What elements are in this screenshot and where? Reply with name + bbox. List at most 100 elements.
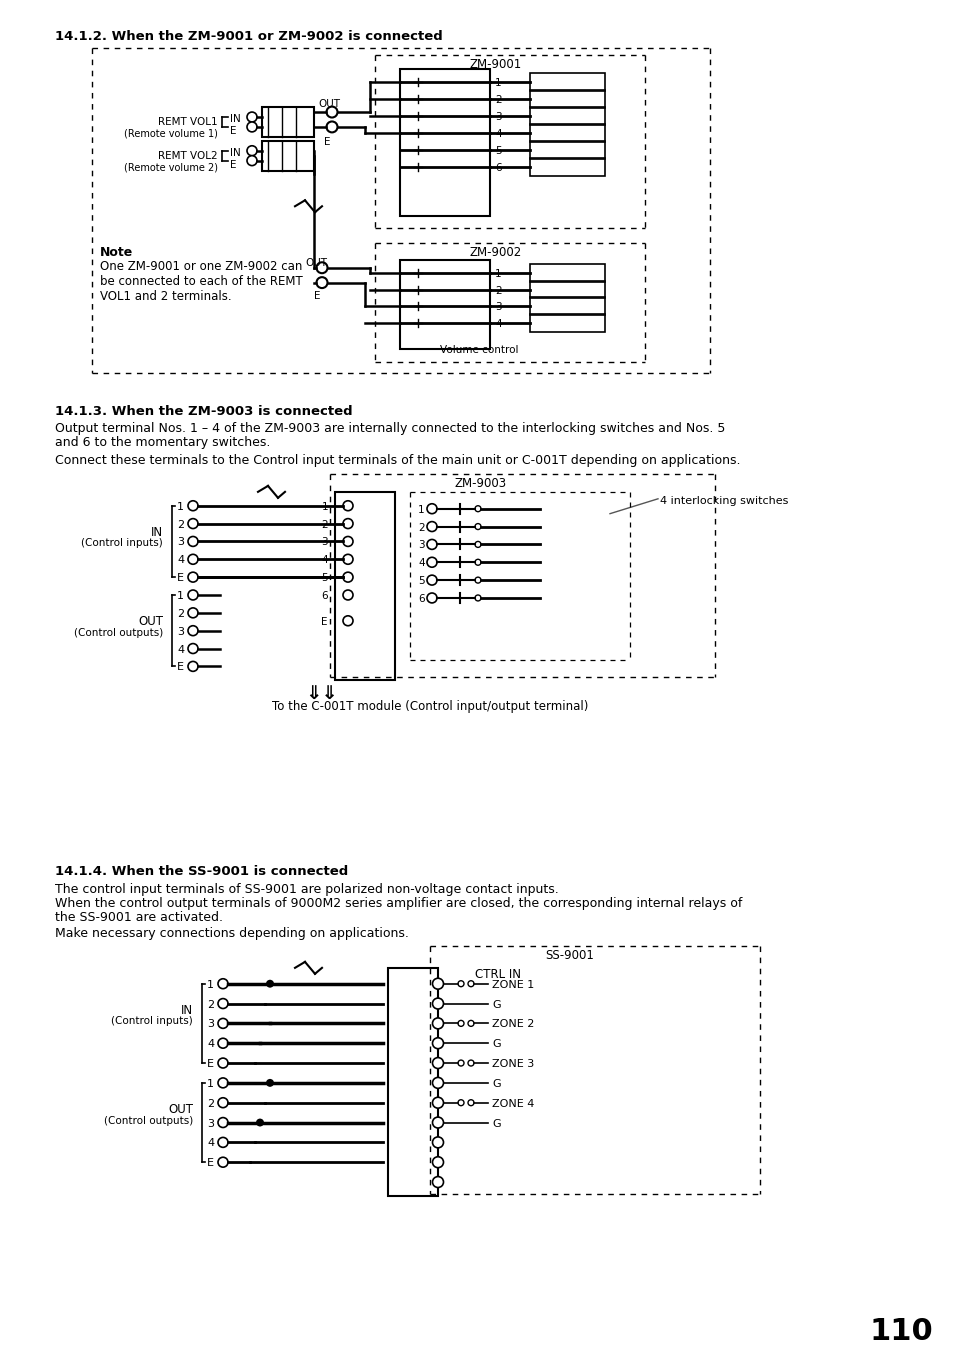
Text: 1: 1 — [207, 979, 213, 990]
Bar — [399, 259, 490, 349]
Circle shape — [218, 1058, 228, 1069]
Text: 2: 2 — [495, 285, 501, 296]
Bar — [388, 967, 437, 1196]
Circle shape — [266, 979, 274, 988]
Text: ZONE 1: ZONE 1 — [492, 979, 534, 990]
Circle shape — [218, 1039, 228, 1048]
Circle shape — [468, 1020, 474, 1027]
Circle shape — [247, 122, 256, 132]
Text: E: E — [207, 1059, 213, 1069]
Text: IN: IN — [230, 113, 240, 124]
Text: OUT: OUT — [305, 258, 327, 267]
Text: IN: IN — [151, 526, 163, 539]
Circle shape — [457, 981, 463, 986]
Circle shape — [218, 1158, 228, 1167]
Circle shape — [432, 1156, 443, 1167]
Circle shape — [468, 981, 474, 986]
Bar — [530, 107, 604, 124]
Text: (Control outputs): (Control outputs) — [73, 628, 163, 638]
Text: IN: IN — [181, 1004, 193, 1016]
Text: G: G — [492, 1119, 500, 1128]
Circle shape — [255, 1119, 264, 1127]
Text: 5: 5 — [417, 576, 424, 586]
Circle shape — [218, 1117, 228, 1128]
Text: 6: 6 — [495, 162, 501, 173]
Circle shape — [247, 112, 256, 122]
Text: G: G — [492, 1079, 500, 1089]
Circle shape — [218, 1138, 228, 1147]
Text: 2: 2 — [321, 520, 328, 530]
Bar — [530, 158, 604, 176]
Text: E: E — [324, 136, 330, 147]
Circle shape — [188, 501, 198, 511]
Text: 2: 2 — [207, 1000, 213, 1009]
Circle shape — [475, 577, 480, 584]
Circle shape — [475, 594, 480, 601]
Circle shape — [475, 505, 480, 512]
Text: and 6 to the momentary switches.: and 6 to the momentary switches. — [55, 436, 270, 450]
Circle shape — [475, 559, 480, 565]
Text: 2: 2 — [495, 95, 501, 105]
Circle shape — [432, 1077, 443, 1089]
Text: 1: 1 — [177, 501, 184, 512]
Text: Output terminal Nos. 1 – 4 of the ZM-9003 are internally connected to the interl: Output terminal Nos. 1 – 4 of the ZM-900… — [55, 423, 724, 435]
Text: 2: 2 — [207, 1098, 213, 1109]
Text: ⇓⇓: ⇓⇓ — [305, 684, 337, 704]
Circle shape — [188, 536, 198, 546]
Text: 2: 2 — [177, 520, 184, 530]
Circle shape — [316, 277, 327, 288]
Bar — [530, 141, 604, 158]
Circle shape — [188, 643, 198, 654]
Text: 1: 1 — [495, 78, 501, 88]
Circle shape — [188, 590, 198, 600]
Text: G: G — [492, 1039, 500, 1050]
Circle shape — [218, 1078, 228, 1088]
Bar — [530, 263, 604, 281]
Text: 3: 3 — [495, 112, 501, 122]
Circle shape — [343, 616, 353, 626]
Circle shape — [432, 1177, 443, 1188]
Circle shape — [427, 593, 436, 603]
Circle shape — [343, 573, 353, 582]
Circle shape — [457, 1061, 463, 1066]
Text: 3: 3 — [207, 1020, 213, 1029]
Circle shape — [475, 524, 480, 530]
Text: 1: 1 — [207, 1079, 213, 1089]
Text: 14.1.3. When the ZM-9003 is connected: 14.1.3. When the ZM-9003 is connected — [55, 404, 353, 417]
Text: REMT VOL1: REMT VOL1 — [158, 118, 218, 127]
Text: One ZM-9001 or one ZM-9002 can
be connected to each of the REMT
VOL1 and 2 termi: One ZM-9001 or one ZM-9002 can be connec… — [100, 259, 302, 303]
Text: 4: 4 — [177, 555, 184, 565]
Bar — [335, 492, 395, 681]
Text: 4: 4 — [207, 1039, 213, 1050]
Text: 1: 1 — [495, 269, 501, 278]
Text: ZM-9002: ZM-9002 — [470, 246, 521, 259]
Circle shape — [468, 1100, 474, 1105]
Circle shape — [188, 573, 198, 582]
Text: 6: 6 — [321, 590, 328, 601]
Bar — [530, 73, 604, 92]
Text: E: E — [230, 126, 236, 136]
Text: 5: 5 — [321, 573, 328, 584]
Circle shape — [427, 558, 436, 567]
Circle shape — [266, 1079, 274, 1086]
Text: Note: Note — [100, 246, 133, 259]
Text: 3: 3 — [321, 538, 328, 547]
Circle shape — [188, 554, 198, 565]
Text: 5: 5 — [495, 146, 501, 155]
Text: OUT: OUT — [317, 99, 339, 109]
Circle shape — [218, 1019, 228, 1028]
Circle shape — [432, 1058, 443, 1069]
Text: OUT: OUT — [168, 1102, 193, 1116]
Text: the SS-9001 are activated.: the SS-9001 are activated. — [55, 912, 223, 924]
Text: IN: IN — [230, 147, 240, 158]
Circle shape — [326, 122, 337, 132]
Circle shape — [432, 998, 443, 1009]
Text: 1: 1 — [417, 505, 424, 515]
Circle shape — [343, 519, 353, 528]
Circle shape — [432, 978, 443, 989]
Circle shape — [218, 978, 228, 989]
Text: 3: 3 — [177, 627, 184, 636]
Text: ZONE 4: ZONE 4 — [492, 1098, 534, 1109]
Circle shape — [218, 998, 228, 1008]
Text: E: E — [321, 617, 328, 627]
